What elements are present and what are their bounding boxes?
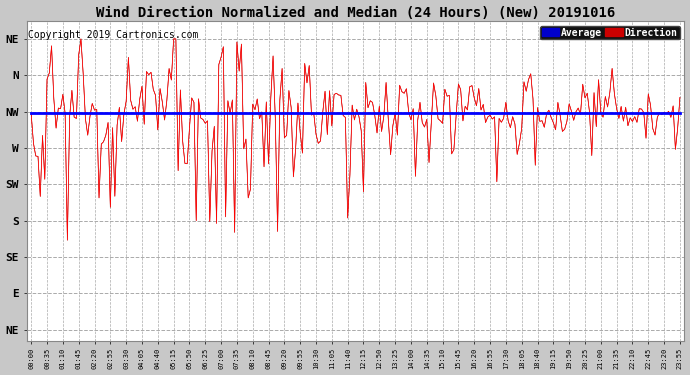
Text: Copyright 2019 Cartronics.com: Copyright 2019 Cartronics.com — [28, 30, 199, 40]
Title: Wind Direction Normalized and Median (24 Hours) (New) 20191016: Wind Direction Normalized and Median (24… — [96, 6, 615, 20]
Legend: Average, Direction: Average, Direction — [540, 26, 680, 39]
